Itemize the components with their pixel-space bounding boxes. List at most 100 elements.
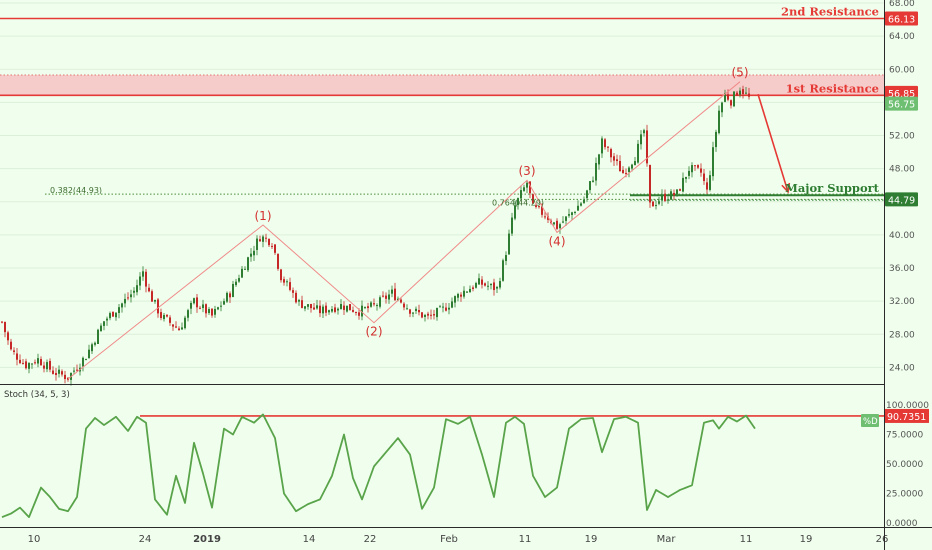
candle-body (226, 292, 228, 302)
candle-body (499, 281, 501, 288)
candle-body (367, 306, 369, 309)
candle-body (46, 362, 48, 370)
x-tick-label: 26 (876, 534, 889, 545)
price-axis[interactable]: 24.0028.0032.0036.0040.0044.0048.0052.00… (885, 0, 932, 529)
candle-body (427, 313, 429, 316)
candle-body (184, 317, 186, 329)
time-axis[interactable]: 10 24 2019 14 22 Feb 11 19 Mar 11 19 26 (0, 528, 888, 550)
candle-body (733, 91, 735, 107)
wave-label: (1) (255, 209, 272, 223)
candle-body (193, 298, 195, 304)
candle-body (55, 373, 57, 376)
stoch-legend-badge[interactable] (861, 414, 879, 427)
candle-body (292, 290, 294, 293)
candle-body (382, 295, 384, 297)
candle-body (556, 220, 558, 229)
candle-body (217, 307, 219, 310)
candle-body (163, 315, 165, 320)
candle-body (409, 309, 411, 314)
candle-body (652, 201, 654, 207)
x-tick-label: 22 (364, 534, 377, 545)
candle-body (508, 233, 510, 255)
first-resistance-label[interactable]: 1st Resistance (786, 81, 879, 95)
second-resistance-tag-text: 66.13 (888, 14, 915, 25)
candle-body (664, 193, 666, 201)
candle-body (136, 285, 138, 293)
candle-body (475, 283, 477, 288)
candle-body (670, 191, 672, 200)
y-tick-label: 68.00 (889, 0, 915, 9)
candle-body (133, 290, 135, 293)
candle-body (610, 149, 612, 158)
candle-body (76, 369, 78, 371)
candle-body (589, 181, 591, 191)
candle-body (538, 206, 540, 208)
candle-body (295, 292, 297, 303)
candle-body (241, 268, 243, 278)
candle-body (172, 324, 174, 327)
candle-body (343, 305, 345, 310)
candle-body (487, 285, 489, 287)
candle-body (214, 308, 216, 315)
candle-body (91, 344, 93, 352)
y-tick-label: 36.00 (889, 264, 915, 274)
candle-body (52, 370, 54, 374)
candle-body (34, 362, 36, 364)
y-tick-label: 60.00 (889, 65, 915, 75)
candle-body (10, 341, 12, 350)
second-resistance-label[interactable]: 2nd Resistance (781, 4, 879, 18)
candle-body (406, 308, 408, 310)
candle-body (424, 314, 426, 317)
candle-body (592, 180, 594, 182)
candle-body (337, 308, 339, 311)
candle-body (631, 164, 633, 169)
candle-body (379, 297, 381, 307)
x-tick-label: 19 (585, 534, 598, 545)
candle-body (40, 359, 42, 366)
candle-body (706, 182, 708, 190)
candle-body (271, 245, 273, 247)
major-support-label[interactable]: Major Support (785, 181, 880, 195)
candle-body (85, 359, 87, 361)
candle-body (574, 211, 576, 213)
x-tick-label: 24 (139, 534, 152, 545)
y-tick-label: 24.00 (889, 363, 915, 373)
candle-body (4, 321, 6, 333)
candle-body (388, 294, 390, 300)
stochastic-title[interactable]: Stoch (34, 5, 3) (4, 390, 70, 400)
candle-body (148, 287, 150, 292)
candle-body (466, 291, 468, 293)
stoch-tick-label: 25.0000 (886, 490, 923, 500)
major-support-tag-text: 44.79 (888, 195, 915, 206)
annotations: 2nd Resistance 1st Resistance Major Suppor… (50, 4, 880, 207)
candle-body (724, 93, 726, 102)
candle-body (145, 271, 147, 287)
candle-body (211, 308, 213, 316)
candle-body (205, 304, 207, 314)
y-tick-label: 32.00 (889, 297, 915, 307)
candle-body (187, 310, 189, 318)
candle-body (421, 312, 423, 318)
candle-body (268, 238, 270, 246)
candle-body (649, 164, 651, 203)
candle-body (502, 260, 504, 281)
candle-body (310, 303, 312, 309)
candle-body (565, 216, 567, 221)
candle-body (643, 130, 645, 134)
candle-body (535, 205, 537, 207)
y-tick-label: 64.00 (889, 32, 915, 42)
candle-body (151, 291, 153, 302)
candle-body (25, 361, 27, 369)
candle-body (655, 205, 657, 207)
candle-body (49, 360, 51, 370)
candle-body (682, 177, 684, 192)
candle-body (598, 154, 600, 165)
candle-body (583, 199, 585, 203)
candle-body (235, 281, 237, 286)
candle-body (709, 175, 711, 190)
candle-body (112, 311, 114, 317)
candle-body (346, 305, 348, 312)
candle-body (97, 329, 99, 344)
candle-body (157, 299, 159, 314)
candle-body (493, 282, 495, 291)
